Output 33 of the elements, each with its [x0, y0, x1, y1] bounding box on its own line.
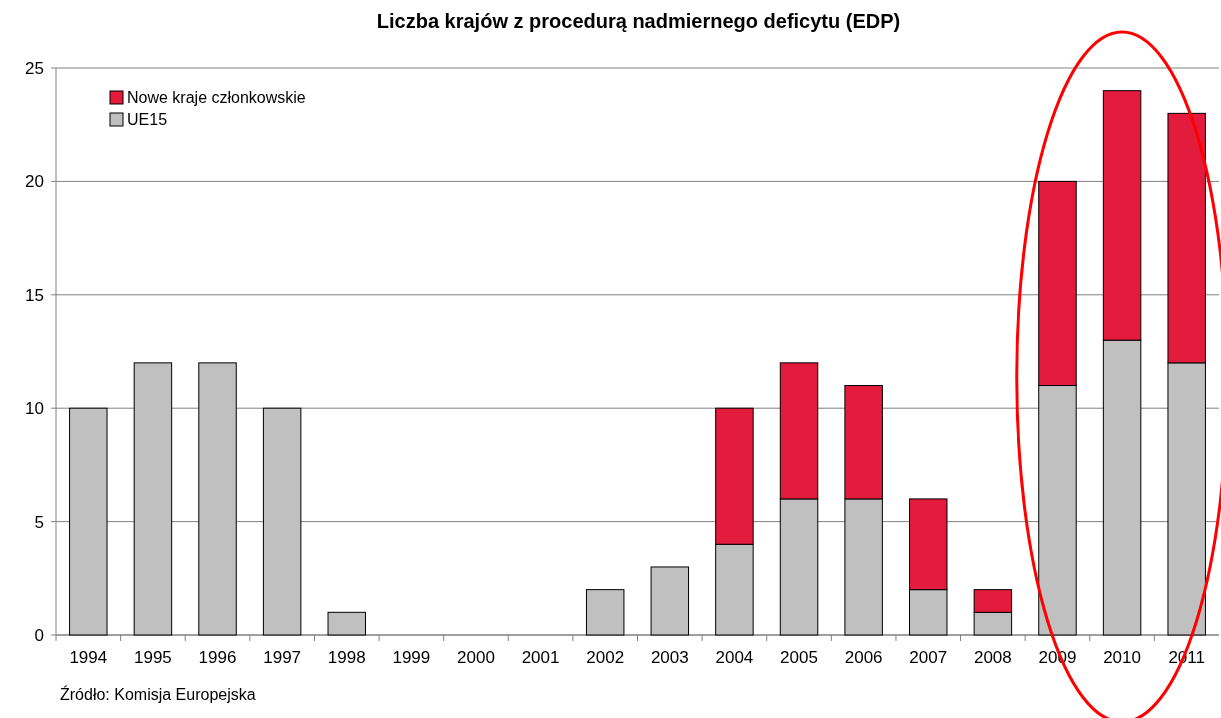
x-tick-label: 2002	[586, 648, 625, 667]
text: Źródło: Komisja Europejska	[60, 685, 256, 703]
x-tick-label: 1994	[69, 648, 108, 667]
bar	[585, 589, 625, 636]
chart-title: Liczba krajów z procedurą nadmiernego deficytu (EDP)	[376, 10, 901, 32]
y-tick-label: 10	[25, 399, 44, 419]
x-tick-label: 2004	[715, 648, 754, 667]
x-tick-label: 1998	[327, 648, 366, 667]
bar	[262, 407, 302, 636]
x-tick-label: 2008	[973, 648, 1012, 667]
x-tick-label: 2010	[1103, 648, 1141, 667]
x-tick-label: 2000	[457, 648, 495, 667]
y-tick-label: 25	[25, 59, 44, 78]
y-tick-label: 20	[25, 172, 44, 192]
x-tick-label: 2007	[909, 648, 948, 667]
x-tick-label: 1996	[198, 648, 237, 667]
bar	[327, 611, 366, 636]
y-tick-label: 15	[25, 285, 44, 305]
legend-label: UE15	[127, 111, 168, 128]
bar	[69, 407, 108, 636]
bar	[650, 566, 690, 636]
x-tick-label: 1997	[263, 648, 302, 667]
x-tick-label: 2005	[780, 648, 818, 667]
y-tick-label: 0	[34, 626, 44, 645]
x-tick-label: 2003	[650, 648, 689, 667]
y-tick-label: 5	[34, 512, 44, 532]
x-tick-label: 2001	[521, 648, 560, 667]
legend-label: Nowe kraje członkowskie	[127, 89, 306, 106]
bar	[133, 362, 173, 636]
x-tick-label: 2006	[844, 648, 883, 667]
x-tick-label: 1999	[392, 648, 431, 667]
bar	[198, 362, 237, 636]
x-tick-label: 1995	[134, 648, 172, 667]
